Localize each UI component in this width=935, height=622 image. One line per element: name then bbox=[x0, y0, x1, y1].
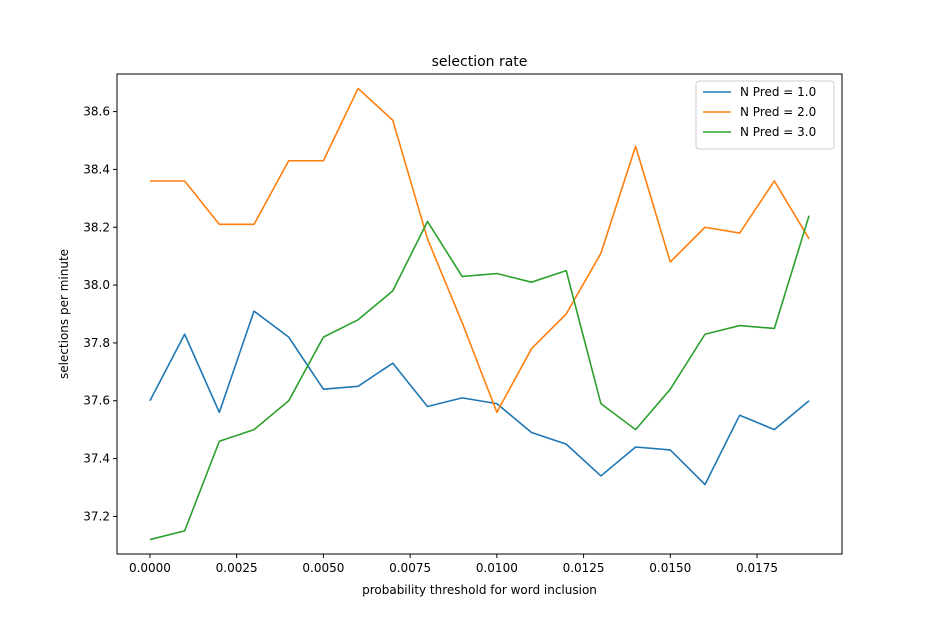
x-tick-label: 0.0100 bbox=[476, 561, 518, 575]
x-tick-label: 0.0050 bbox=[302, 561, 344, 575]
y-tick-label: 37.6 bbox=[83, 394, 110, 408]
plot-area bbox=[116, 73, 843, 555]
x-tick-label: 0.0025 bbox=[216, 561, 258, 575]
x-tick-label: 0.0000 bbox=[129, 561, 171, 575]
y-axis-label: selections per minute bbox=[57, 249, 71, 379]
series-line-2 bbox=[149, 87, 810, 414]
legend-label-1: N Pred = 1.0 bbox=[740, 85, 816, 99]
chart-title: selection rate bbox=[432, 54, 528, 70]
x-tick-label: 0.0075 bbox=[389, 561, 431, 575]
y-tick-label: 38.0 bbox=[83, 278, 110, 292]
y-tick-label: 37.4 bbox=[83, 452, 110, 466]
y-axis-ticks: 37.2 37.4 37.6 37.8 38.0 38.2 38.4 38.6 bbox=[83, 105, 117, 523]
x-tick-label: 0.0150 bbox=[649, 561, 691, 575]
series-line-1 bbox=[149, 310, 810, 486]
x-axis-ticks: 0.0000 0.0025 0.0050 0.0075 0.0100 0.0125 0.01… bbox=[129, 554, 778, 575]
y-tick-label: 38.6 bbox=[83, 105, 110, 119]
y-tick-label: 37.8 bbox=[83, 336, 110, 350]
legend-label-2: N Pred = 2.0 bbox=[740, 105, 816, 119]
legend-label-3: N Pred = 3.0 bbox=[740, 125, 816, 139]
y-tick-label: 38.4 bbox=[83, 162, 110, 176]
x-tick-label: 0.0175 bbox=[736, 561, 778, 575]
y-tick-label: 38.2 bbox=[83, 220, 110, 234]
series-lines bbox=[149, 87, 810, 541]
y-tick-label: 37.2 bbox=[83, 509, 110, 523]
x-tick-label: 0.0125 bbox=[563, 561, 605, 575]
series-line-3 bbox=[149, 215, 810, 541]
legend: N Pred = 1.0 N Pred = 2.0 N Pred = 3.0 bbox=[695, 80, 835, 150]
x-axis-label: probability threshold for word inclusion bbox=[362, 583, 597, 597]
